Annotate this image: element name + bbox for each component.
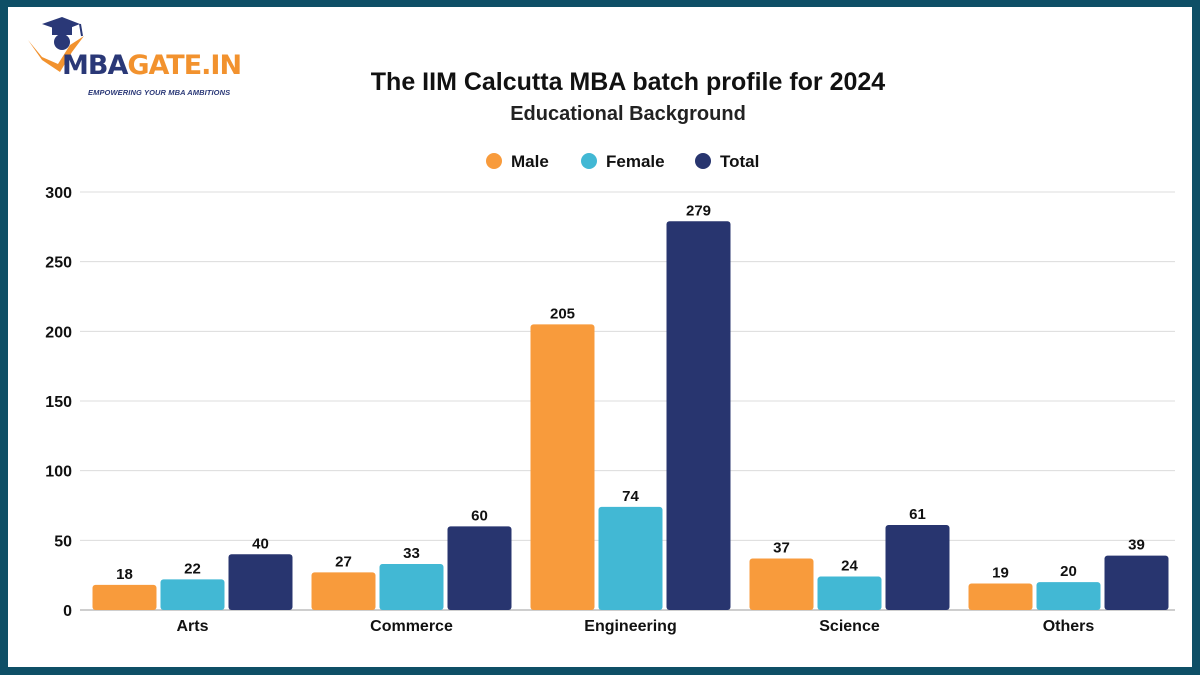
data-label: 19 <box>992 565 1009 582</box>
data-label: 18 <box>116 566 133 583</box>
data-label: 27 <box>335 553 352 570</box>
legend-label: Female <box>606 152 665 171</box>
data-label: 279 <box>686 202 711 219</box>
data-label: 33 <box>403 545 420 562</box>
data-label: 60 <box>471 507 488 524</box>
y-tick-label: 100 <box>45 464 72 481</box>
x-tick-label: Commerce <box>370 618 453 635</box>
bar <box>885 525 950 610</box>
legend-marker <box>581 153 597 169</box>
chart-subtitle: Educational Background <box>510 103 746 125</box>
x-tick-label: Engineering <box>584 618 676 635</box>
legend-label: Male <box>511 152 549 171</box>
y-tick-label: 300 <box>45 185 72 202</box>
legend-marker <box>695 153 711 169</box>
bar <box>447 526 512 610</box>
y-tick-label: 250 <box>45 255 72 272</box>
data-label: 24 <box>841 558 858 575</box>
data-label: 74 <box>622 488 639 505</box>
bar <box>817 576 882 610</box>
chart-title: The IIM Calcutta MBA batch profile for 2… <box>370 68 886 96</box>
data-label: 205 <box>550 305 575 322</box>
y-tick-label: 0 <box>63 603 72 620</box>
data-label: 37 <box>773 539 790 556</box>
bar <box>666 221 731 610</box>
bar <box>598 506 663 610</box>
bar <box>1104 555 1169 610</box>
bar <box>1036 582 1101 610</box>
y-tick-label: 150 <box>45 394 72 411</box>
x-tick-label: Arts <box>176 618 208 635</box>
bar <box>228 554 293 610</box>
data-label: 40 <box>252 535 269 552</box>
logo: MBAGATE.IN EMPOWERING YOUR MBA AMBITIONS <box>22 12 252 102</box>
legend-marker <box>486 153 502 169</box>
bar <box>379 564 444 610</box>
y-tick-label: 200 <box>45 324 72 341</box>
data-label: 61 <box>909 506 926 523</box>
bar <box>311 572 376 610</box>
logo-tagline: EMPOWERING YOUR MBA AMBITIONS <box>88 88 231 97</box>
bar <box>749 558 814 610</box>
data-label: 22 <box>184 560 201 577</box>
data-label: 39 <box>1128 537 1145 554</box>
bar <box>92 584 157 610</box>
x-tick-label: Science <box>819 618 880 635</box>
bar <box>968 583 1033 610</box>
y-tick-label: 50 <box>54 533 72 550</box>
data-label: 20 <box>1060 563 1077 580</box>
legend-label: Total <box>720 152 759 171</box>
graduation-cap-icon <box>28 17 84 72</box>
bar <box>160 579 225 610</box>
bar <box>530 324 595 610</box>
x-tick-label: Others <box>1043 618 1095 635</box>
logo-wordmark: MBAGATE.IN <box>62 50 242 81</box>
